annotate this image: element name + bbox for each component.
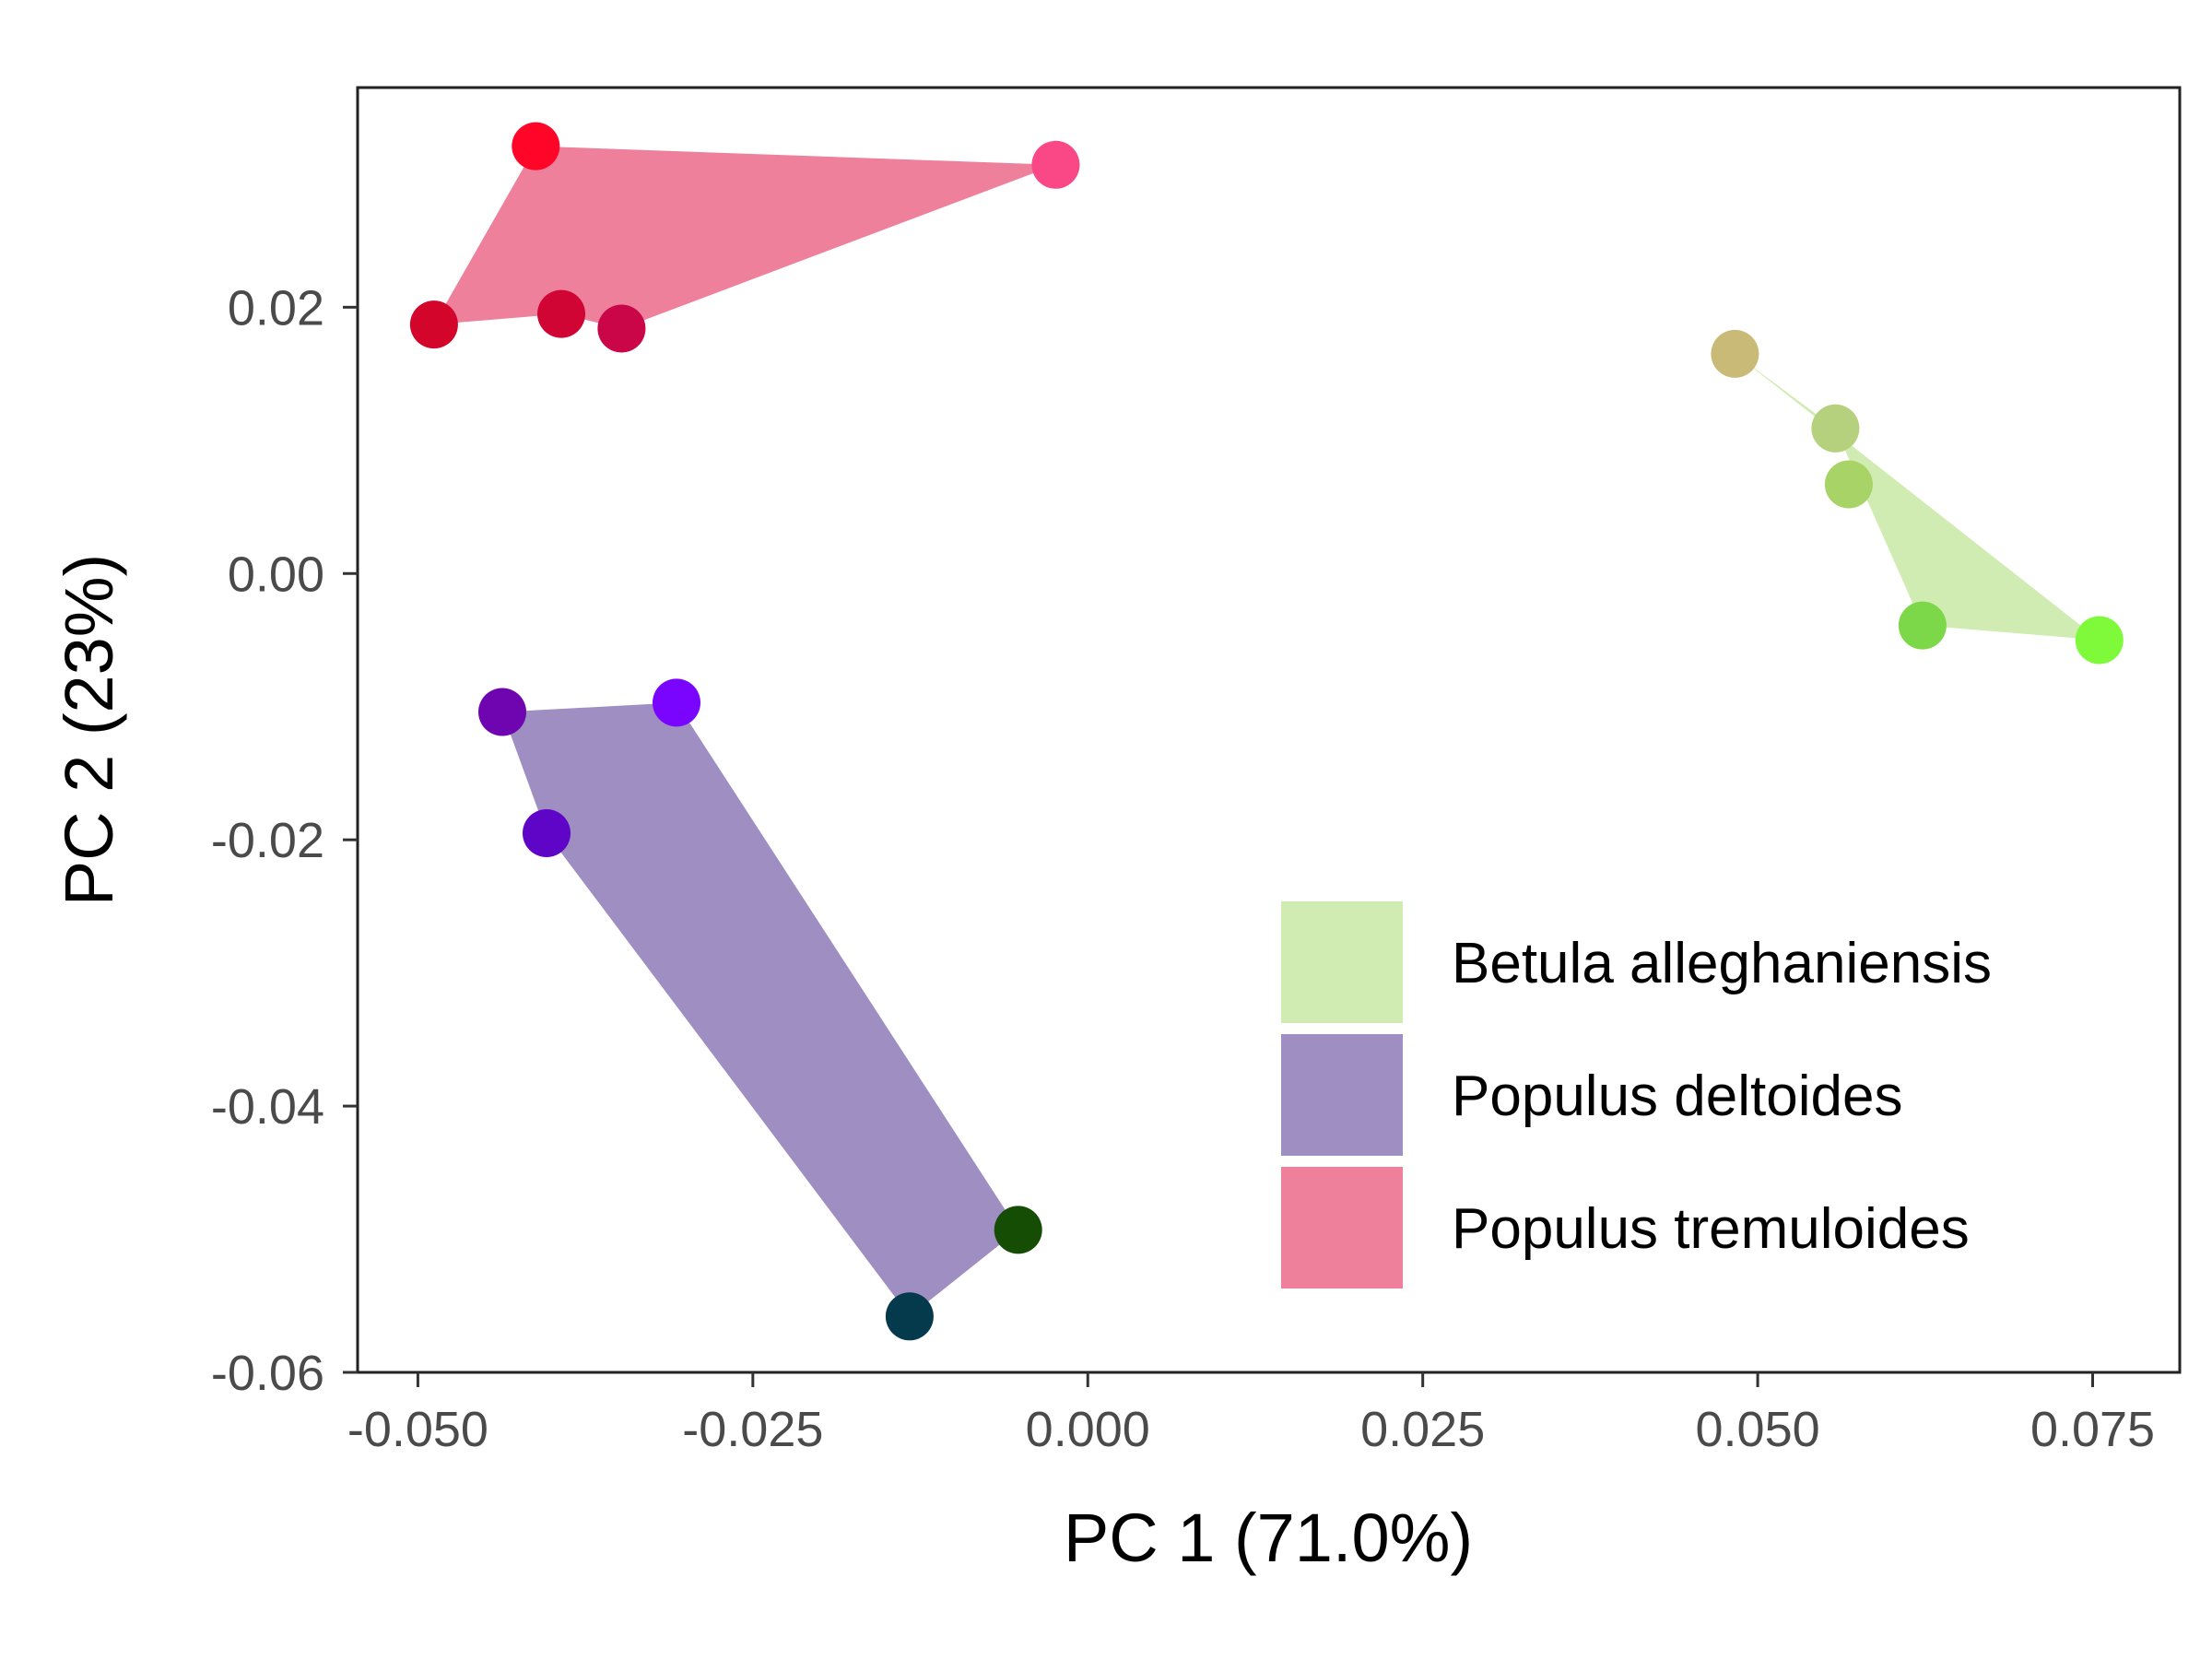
legend-label-2: Populus tremuloides (1452, 1197, 1970, 1261)
x-tick-label-5: 0.075 (2030, 1402, 2155, 1457)
legend-swatch-0 (1281, 901, 1403, 1023)
y-axis: -0.06 -0.04 -0.02 0.00 0.02 (211, 280, 358, 1401)
x-axis-title: PC 1 (71.0%) (1064, 1500, 1473, 1576)
y-tick-label-4: 0.02 (228, 280, 324, 335)
x-tick-label-2: 0.000 (1026, 1402, 1150, 1457)
x-tick-label-0: -0.050 (347, 1402, 488, 1457)
group-hulls (433, 146, 2100, 1317)
hull-0 (1735, 353, 2100, 641)
point-2-0 (512, 122, 560, 171)
point-0-2 (1824, 460, 1873, 509)
point-2-1 (1031, 140, 1080, 189)
y-tick-label-3: 0.00 (228, 547, 324, 602)
legend-label-1: Populus deltoides (1452, 1065, 1902, 1128)
x-axis: -0.050 -0.025 0.000 0.025 0.050 0.075 (347, 1372, 2155, 1457)
point-0-3 (1898, 601, 1947, 650)
y-tick-label-1: -0.04 (211, 1079, 324, 1135)
y-tick-label-2: -0.02 (211, 813, 324, 868)
hull-1 (502, 702, 1018, 1317)
x-tick-label-1: -0.025 (682, 1402, 823, 1457)
x-tick-label-3: 0.025 (1360, 1402, 1485, 1457)
legend: Betula alleghaniensis Populus deltoides Po… (1281, 901, 1992, 1288)
point-0-0 (1711, 329, 1759, 378)
point-1-2 (523, 809, 571, 857)
legend-swatch-1 (1281, 1034, 1403, 1156)
point-1-4 (885, 1292, 934, 1341)
legend-swatch-2 (1281, 1167, 1403, 1288)
y-tick-label-0: -0.06 (211, 1346, 324, 1401)
x-tick-label-4: 0.050 (1696, 1402, 1820, 1457)
hull-2 (433, 146, 1056, 329)
legend-label-0: Betula alleghaniensis (1452, 932, 1992, 995)
point-0-1 (1811, 404, 1860, 453)
data-points (409, 122, 2124, 1341)
point-1-1 (653, 678, 700, 727)
point-2-4 (597, 304, 646, 353)
point-1-3 (994, 1206, 1042, 1254)
point-2-2 (409, 300, 458, 349)
y-axis-title: PC 2 (23%) (51, 554, 127, 906)
point-2-3 (537, 289, 585, 338)
point-1-0 (478, 688, 526, 736)
point-0-4 (2075, 616, 2124, 665)
